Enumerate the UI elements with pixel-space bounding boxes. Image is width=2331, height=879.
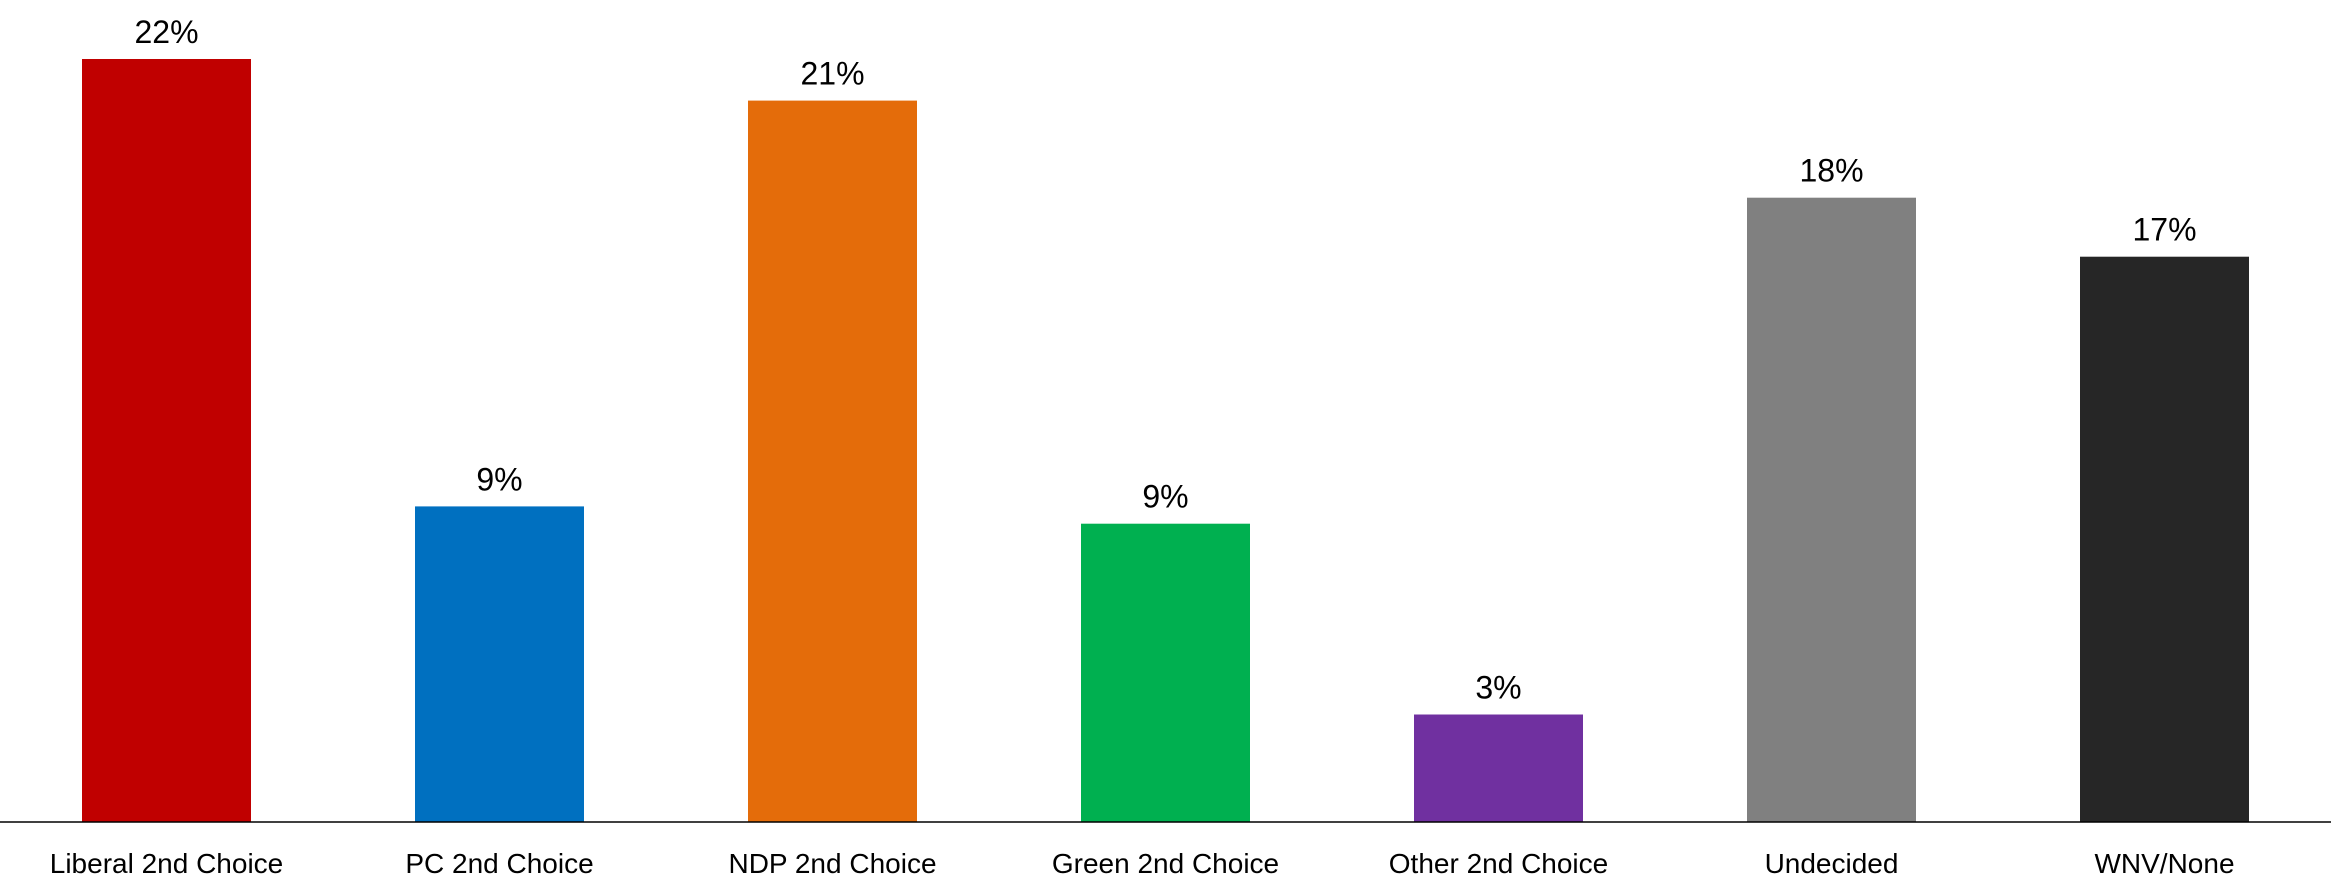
data-label: 3%	[1475, 670, 1521, 706]
bars-layer	[82, 59, 2249, 823]
category-tick-label: Undecided	[1765, 848, 1899, 879]
category-tick-label: Liberal 2nd Choice	[50, 848, 284, 879]
bar	[415, 506, 584, 822]
bar	[1747, 197, 1916, 822]
bar	[748, 100, 917, 823]
category-tick-label: PC 2nd Choice	[405, 848, 593, 879]
data-label: 22%	[134, 14, 198, 50]
data-label: 9%	[476, 461, 522, 497]
bar	[82, 59, 251, 822]
category-tick-label: NDP 2nd Choice	[728, 848, 936, 879]
data-label: 17%	[2132, 212, 2196, 248]
bar	[1081, 523, 1250, 822]
data-label: 21%	[800, 56, 864, 92]
category-tick-label: WNV/None	[2094, 848, 2234, 879]
bar	[2080, 256, 2249, 822]
bar	[1414, 714, 1583, 822]
category-labels-layer: Liberal 2nd Choice PC 2nd Choice NDP 2nd C…	[50, 848, 2235, 879]
data-label: 9%	[1142, 479, 1188, 515]
value-labels-layer: 22% 9% 21% 9% 3% 18% 17%	[134, 14, 2196, 706]
data-label: 18%	[1799, 153, 1863, 189]
category-tick-label: Other 2nd Choice	[1389, 848, 1608, 879]
category-tick-label: Green 2nd Choice	[1052, 848, 1279, 879]
